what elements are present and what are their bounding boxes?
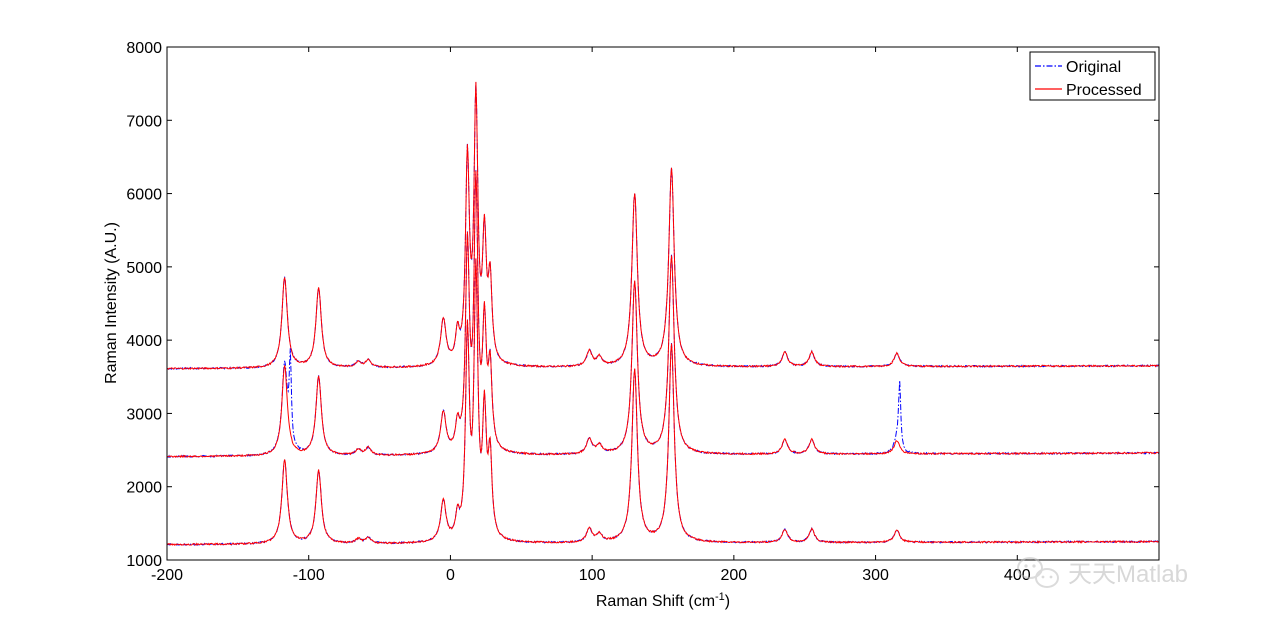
- legend-label-original: Original: [1066, 59, 1121, 76]
- series-processed-trace-2: [166, 170, 1160, 459]
- y-tick-label: 8000: [126, 40, 162, 57]
- series-processed-trace-1: [166, 81, 1160, 370]
- series-layer: [166, 81, 1160, 546]
- y-tick-label: 4000: [126, 333, 162, 350]
- watermark-text: 天天Matlab: [1068, 561, 1188, 588]
- y-tick-label: 5000: [126, 260, 162, 277]
- x-tick-label: 400: [1004, 567, 1031, 584]
- x-tick-label: 100: [579, 567, 606, 584]
- legend-label-processed: Processed: [1066, 82, 1142, 99]
- wechat-icon: [1017, 557, 1059, 588]
- watermark: 天天Matlab: [1017, 557, 1188, 588]
- ticks-layer: -200 -100 0 100 200 300 400 1000 2000 3000 4000 500…: [126, 40, 1159, 584]
- x-tick-label: 300: [862, 567, 889, 584]
- plot-frame: [166, 46, 1160, 561]
- x-tick-label: -100: [293, 567, 325, 584]
- y-tick-label: 1000: [126, 553, 162, 570]
- legend-box: [1029, 51, 1156, 101]
- series-original-trace-1: [166, 82, 1160, 370]
- y-axis-title: Raman Intensity (A.U.): [103, 222, 120, 384]
- x-tick-label: 200: [721, 567, 748, 584]
- y-tick-label: 2000: [126, 480, 162, 497]
- x-tick-label: 0: [446, 567, 455, 584]
- y-tick-label: 3000: [126, 406, 162, 423]
- y-tick-label: 7000: [126, 113, 162, 130]
- legend: Original Processed: [1029, 51, 1156, 101]
- y-tick-label: 6000: [126, 187, 162, 204]
- x-axis-title: Raman Shift (cm-1): [596, 591, 730, 610]
- series-processed-trace-3: [166, 258, 1160, 546]
- x-tick-label: -200: [151, 567, 183, 584]
